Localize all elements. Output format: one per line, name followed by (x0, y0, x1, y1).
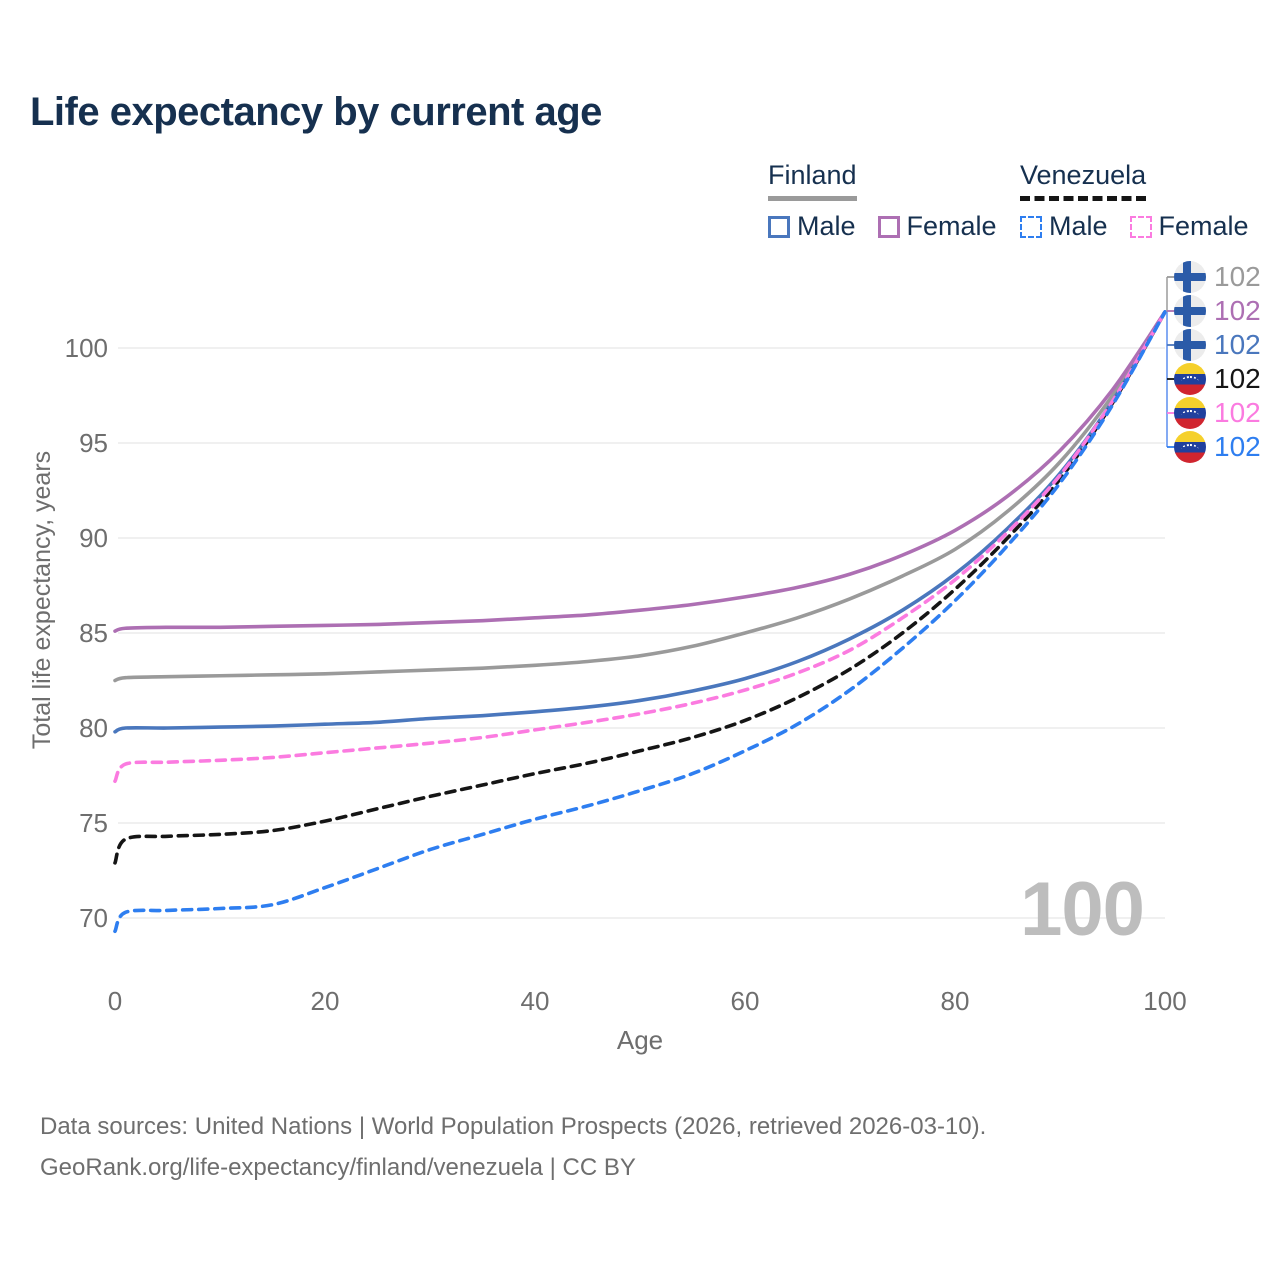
finland-flag-icon (1174, 261, 1206, 293)
x-tick-0: 0 (108, 986, 122, 1016)
end-label-value: 102 (1214, 363, 1261, 394)
legend-group-venezuela: Venezuela Male Female (1020, 160, 1271, 242)
series-line-venezuela-female[interactable] (113, 310, 1167, 783)
y-axis-title: Total life expectancy, years (28, 451, 56, 749)
finland-flag-icon (1174, 329, 1206, 361)
end-label-value: 102 (1214, 329, 1261, 360)
y-tick-100: 100 (65, 333, 108, 363)
x-tick-20: 20 (311, 986, 340, 1016)
end-label-row: 102 (1174, 294, 1261, 328)
legend-swatch-venezuela-female[interactable] (1129, 215, 1152, 238)
legend-row-venezuela: Male Female (1020, 211, 1271, 242)
y-tick-95: 95 (79, 428, 108, 458)
end-label-row: 102 (1174, 430, 1261, 464)
y-tick-80: 80 (79, 713, 108, 743)
end-label-value: 102 (1214, 295, 1261, 326)
legend-country-finland[interactable]: Finland (768, 160, 857, 201)
end-label-row: 102 (1174, 396, 1261, 430)
end-label-row: 102 (1174, 328, 1261, 362)
end-label-row: 102 (1174, 260, 1261, 294)
legend-label-finland-male[interactable]: Male (797, 211, 856, 241)
legend-country-venezuela[interactable]: Venezuela (1020, 160, 1147, 201)
legend-row-finland: Male Female (768, 211, 1019, 242)
venezuela-flag-icon (1174, 431, 1206, 463)
legend-swatch-finland-female[interactable] (877, 215, 900, 238)
legend-label-finland-female[interactable]: Female (906, 211, 997, 241)
age-watermark: 100 (1020, 867, 1145, 952)
x-axis-title: Age (617, 1025, 663, 1055)
end-label-value: 102 (1214, 431, 1261, 462)
legend-label-venezuela-male[interactable]: Male (1049, 211, 1108, 241)
x-tick-80: 80 (941, 986, 970, 1016)
series-line-finland-male[interactable] (113, 310, 1167, 734)
end-label-value: 102 (1214, 397, 1261, 428)
end-label-row: 102 (1174, 362, 1261, 396)
page-title: Life expectancy by current age (30, 90, 602, 134)
legend-group-finland: Finland Male Female (768, 160, 1019, 242)
legend-swatch-venezuela-male[interactable] (1020, 215, 1042, 238)
footer: Data sources: United Nations | World Pop… (40, 1106, 986, 1188)
venezuela-flag-icon (1174, 363, 1206, 395)
series-line-finland-female[interactable] (113, 310, 1167, 633)
venezuela-flag-icon (1174, 397, 1206, 429)
legend-swatch-finland-male[interactable] (768, 215, 790, 238)
y-tick-70: 70 (79, 903, 108, 933)
y-tick-85: 85 (79, 618, 108, 648)
x-tick-100: 100 (1143, 986, 1186, 1016)
y-tick-90: 90 (79, 523, 108, 553)
legend-label-venezuela-female[interactable]: Female (1158, 211, 1249, 241)
source-url[interactable]: GeoRank.org/life-expectancy/finland/vene… (40, 1154, 636, 1181)
y-tick-75: 75 (79, 808, 108, 838)
data-sources-note: Data sources: United Nations | World Pop… (40, 1113, 987, 1140)
series-line-venezuela[interactable] (113, 310, 1167, 865)
x-tick-60: 60 (731, 986, 760, 1016)
series-line-finland[interactable] (113, 310, 1167, 683)
x-tick-40: 40 (521, 986, 550, 1016)
series-line-venezuela-male[interactable] (113, 310, 1167, 934)
end-label-value: 102 (1214, 261, 1261, 292)
finland-flag-icon (1174, 295, 1206, 327)
